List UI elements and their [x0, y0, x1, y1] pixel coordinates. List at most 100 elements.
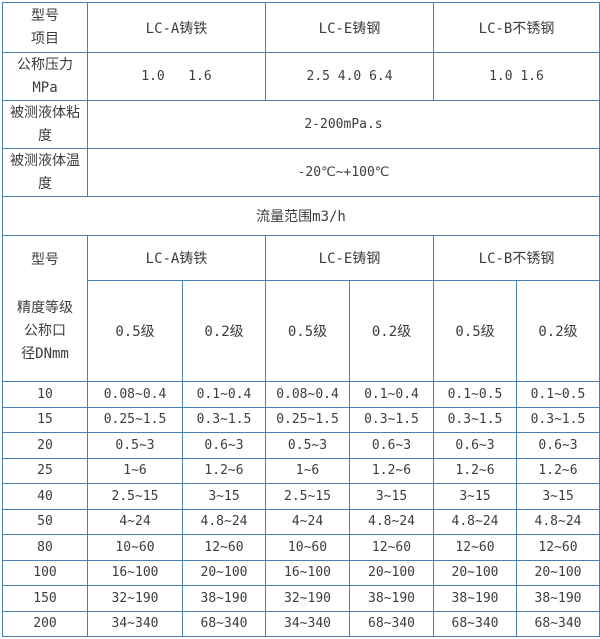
flow-value-cell: 38~190 [182, 585, 266, 612]
flow-value-cell: 3~15 [182, 483, 266, 510]
flow-value-cell: 16~100 [265, 559, 350, 586]
viscosity-row: 被测液体粘 度 2-200mPa.s [2, 100, 600, 149]
flow-data-row: 150 32~190 38~190 32~190 38~190 38~190 3… [2, 585, 600, 612]
flow-value-cell: 3~15 [433, 483, 517, 510]
flow-value-cell: 12~60 [433, 534, 517, 561]
flow-value-cell: 68~340 [516, 610, 600, 637]
viscosity-label-line2: 度 [38, 127, 52, 144]
flow-value-cell: 0.6~3 [182, 432, 266, 459]
flow-value-cell: 2.5~15 [265, 483, 350, 510]
accuracy-class-cell: 0.2级 [182, 280, 266, 382]
flow-value-cell: 20~100 [349, 559, 434, 586]
flow-value-cell: 34~340 [87, 610, 183, 637]
flow-value-cell: 0.5~3 [87, 432, 183, 459]
dn-cell: 100 [2, 559, 88, 586]
flow-value-cell: 0.25~1.5 [265, 406, 350, 433]
flow-value-cell: 0.3~1.5 [516, 406, 600, 433]
flow-value-cell: 1.2~6 [349, 457, 434, 484]
dn-cell: 200 [2, 610, 88, 637]
pressure-row: 公称压力 MPa 1.0 1.6 2.5 4.0 6.4 1.0 1.6 [2, 52, 600, 101]
flow-data-row: 200 34~340 68~340 34~340 68~340 68~340 6… [2, 610, 600, 637]
flow-value-cell: 0.1~0.4 [349, 381, 434, 408]
flow-value-cell: 4.8~24 [349, 508, 434, 535]
flow-value-cell: 38~190 [349, 585, 434, 612]
pressure-value-cell: 2.5 4.0 6.4 [265, 52, 434, 101]
dn-cell: 15 [2, 406, 88, 433]
flow-model-header-row: 型号 精度等级 公称口 径DNmm LC-A铸铁 LC-E铸钢 LC-B不锈钢 [2, 234, 600, 382]
flow-range-title-row: 流量范围m3/h [2, 196, 600, 236]
flow-data-row: 50 4~24 4.8~24 4~24 4.8~24 4.8~24 4.8~24 [2, 508, 600, 535]
pressure-value-cell: 1.0 1.6 [433, 52, 600, 101]
pressure-label-cell: 公称压力 MPa [2, 52, 88, 101]
temperature-value-cell: -20℃~+100℃ [87, 148, 600, 197]
model-b-header-cell: LC-B不锈钢 [433, 2, 600, 53]
flow-value-cell: 20~100 [433, 559, 517, 586]
flow-value-cell: 0.3~1.5 [182, 406, 266, 433]
flow-value-cell: 0.25~1.5 [87, 406, 183, 433]
dn-cell: 20 [2, 432, 88, 459]
flow-model-label: 型号 [31, 251, 59, 268]
flow-value-cell: 1.2~6 [182, 457, 266, 484]
accuracy-class-cell: 0.5级 [433, 280, 517, 382]
flow-value-cell: 34~340 [265, 610, 350, 637]
flow-data-row: 10 0.08~0.4 0.1~0.4 0.08~0.4 0.1~0.4 0.1… [2, 381, 600, 408]
accuracy-class-cell: 0.5级 [265, 280, 350, 382]
flow-value-cell: 0.5~3 [265, 432, 350, 459]
flow-value-cell: 20~100 [182, 559, 266, 586]
flow-value-cell: 0.08~0.4 [265, 381, 350, 408]
flow-range-title-cell: 流量范围m3/h [2, 196, 600, 236]
flow-value-cell: 2.5~15 [87, 483, 183, 510]
flow-model-a-header-cell: LC-A铸铁 [87, 234, 266, 282]
flow-value-cell: 4~24 [265, 508, 350, 535]
viscosity-value-cell: 2-200mPa.s [87, 100, 600, 149]
flow-value-cell: 38~190 [433, 585, 517, 612]
accuracy-dn-label: 精度等级 公称口 径DNmm [4, 281, 87, 381]
temperature-label-line2: 度 [38, 175, 52, 192]
flow-value-cell: 10~60 [87, 534, 183, 561]
flow-value-cell: 4.8~24 [433, 508, 517, 535]
flow-model-e-header-cell: LC-E铸钢 [265, 234, 434, 282]
flow-value-cell: 32~190 [87, 585, 183, 612]
item-label: 项目 [31, 30, 59, 47]
flow-value-cell: 12~60 [349, 534, 434, 561]
flow-value-cell: 16~100 [87, 559, 183, 586]
model-accuracy-label-cell: 型号 精度等级 公称口 径DNmm [2, 235, 88, 382]
pressure-value-cell: 1.0 1.6 [87, 52, 266, 101]
viscosity-label-cell: 被测液体粘 度 [2, 100, 88, 149]
dn-cell: 40 [2, 483, 88, 510]
flow-data-row: 15 0.25~1.5 0.3~1.5 0.25~1.5 0.3~1.5 0.3… [2, 406, 600, 433]
flow-value-cell: 0.6~3 [349, 432, 434, 459]
temperature-label-line1: 被测液体温 [10, 152, 80, 169]
model-item-label-cell: 型号 项目 [2, 2, 88, 53]
flow-value-cell: 12~60 [516, 534, 600, 561]
flow-value-cell: 0.1~0.5 [516, 381, 600, 408]
flow-value-cell: 20~100 [516, 559, 600, 586]
flow-value-cell: 32~190 [265, 585, 350, 612]
dn-cell: 10 [2, 381, 88, 408]
dn-cell: 25 [2, 457, 88, 484]
accuracy-class-cell: 0.2级 [516, 280, 600, 382]
flow-value-cell: 10~60 [265, 534, 350, 561]
flow-value-cell: 1~6 [87, 457, 183, 484]
flow-value-cell: 0.3~1.5 [349, 406, 434, 433]
temperature-row: 被测液体温 度 -20℃~+100℃ [2, 148, 600, 197]
flow-value-cell: 0.1~0.4 [182, 381, 266, 408]
flow-value-cell: 4~24 [87, 508, 183, 535]
pressure-label-line2: MPa [32, 79, 58, 96]
model-a-header-cell: LC-A铸铁 [87, 2, 266, 53]
model-label: 型号 [31, 7, 59, 24]
accuracy-class-cell: 0.5级 [87, 280, 183, 382]
flow-value-cell: 38~190 [516, 585, 600, 612]
flow-data-row: 80 10~60 12~60 10~60 12~60 12~60 12~60 [2, 534, 600, 561]
accuracy-class-cell: 0.2级 [349, 280, 434, 382]
dn-cell: 80 [2, 534, 88, 561]
accuracy-class-row: 0.5级 0.2级 0.5级 0.2级 0.5级 0.2级 [3, 280, 600, 382]
model-header-row: 型号 项目 LC-A铸铁 LC-E铸钢 LC-B不锈钢 [2, 2, 600, 53]
flow-value-cell: 12~60 [182, 534, 266, 561]
flow-data-row: 40 2.5~15 3~15 2.5~15 3~15 3~15 3~15 [2, 483, 600, 510]
flow-value-cell: 4.8~24 [516, 508, 600, 535]
flow-data-row: 100 16~100 20~100 16~100 20~100 20~100 2… [2, 559, 600, 586]
flow-model-b-header-cell: LC-B不锈钢 [433, 234, 600, 282]
accuracy-label-line2: 公称口 [24, 322, 66, 339]
